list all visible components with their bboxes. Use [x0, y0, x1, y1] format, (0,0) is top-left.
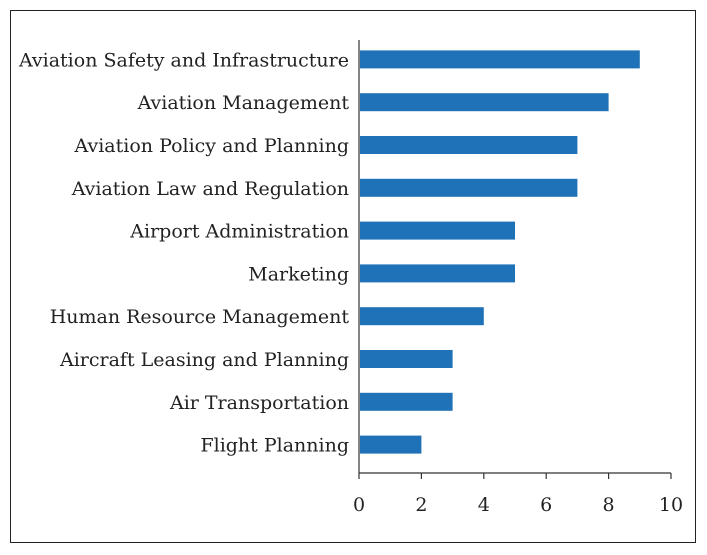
category-label-9: Air Transportation	[169, 392, 349, 414]
category-label-3: Aviation Policy and Planning	[74, 135, 349, 157]
category-label-10: Flight Planning	[200, 435, 349, 457]
category-label-4: Aviation Law and Regulation	[71, 178, 349, 200]
bar-2	[360, 93, 609, 112]
category-label-2: Aviation Management	[137, 92, 350, 114]
x-tick-label-6: 6	[540, 494, 552, 516]
category-label-6: Marketing	[248, 263, 349, 285]
x-tick-label-2: 2	[415, 494, 427, 516]
category-label-7: Human Resource Management	[50, 306, 350, 328]
category-label-8: Aircraft Leasing and Planning	[59, 349, 349, 371]
category-label-5: Airport Administration	[129, 221, 349, 243]
bar-9	[360, 392, 453, 411]
bar-8	[360, 350, 453, 368]
bar-4	[360, 178, 578, 197]
x-tick-label-4: 4	[478, 494, 490, 516]
bar-6	[360, 264, 515, 283]
x-tick-label-10: 10	[659, 494, 683, 516]
bar-5	[360, 221, 515, 240]
bar-10	[360, 435, 422, 454]
x-tick-label-8: 8	[603, 494, 615, 516]
bar-3	[360, 136, 578, 154]
category-label-1: Aviation Safety and Infrastructure	[18, 49, 349, 71]
x-tick-label-0: 0	[353, 494, 365, 516]
bar-1	[360, 50, 640, 69]
bar-7	[360, 307, 484, 326]
